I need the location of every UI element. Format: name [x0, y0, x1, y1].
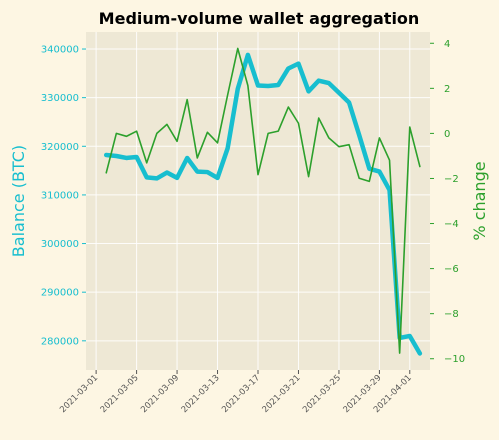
y-tick-label-right-3: −4: [444, 219, 459, 230]
y-axis-label-right: % change: [470, 161, 489, 240]
chart-title: Medium-volume wallet aggregation: [99, 9, 420, 28]
y-tick-label-right-4: −2: [444, 174, 459, 185]
series-line-pct-change: [105, 47, 421, 354]
y-tick-label-left-1: 290000: [41, 288, 79, 299]
y-tick-label-right-7: 4: [444, 39, 450, 50]
y-tick-label-left-0: 280000: [41, 336, 79, 347]
grid: [86, 32, 430, 370]
y-tick-label-right-0: −10: [444, 354, 465, 365]
y-tick-label-left-3: 310000: [41, 190, 79, 201]
series-layer: [103, 47, 423, 356]
y-axis-label-left: Balance (BTC): [9, 145, 28, 257]
y-tick-label-left-6: 340000: [41, 45, 79, 56]
y-tick-label-left-2: 300000: [41, 239, 79, 250]
y-tick-label-left-5: 330000: [41, 93, 79, 104]
series-line-balance: [103, 52, 423, 356]
y-tick-label-right-6: 2: [444, 84, 450, 95]
y-tick-label-left-4: 320000: [41, 142, 79, 153]
y-tick-label-right-1: −8: [444, 309, 459, 320]
y-tick-label-right-2: −6: [444, 264, 459, 275]
y-tick-label-right-5: 0: [444, 129, 450, 140]
